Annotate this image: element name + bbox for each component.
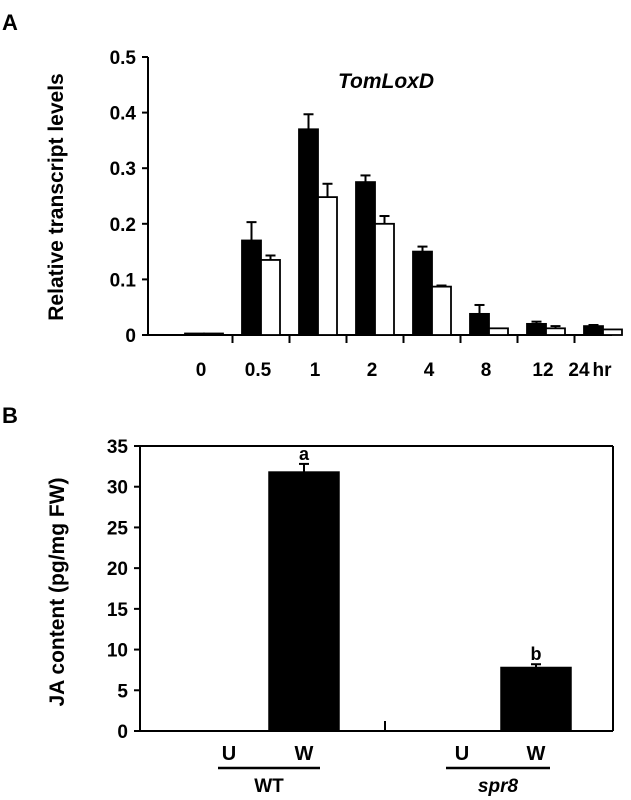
panel-b-group-label: WT bbox=[254, 776, 284, 797]
panel-a-y-axis-label: Relative transcript levels bbox=[45, 73, 68, 320]
panel-a-bar bbox=[317, 196, 338, 336]
panel-b-bar bbox=[268, 471, 340, 732]
panel-a-x-tick-label: 0 bbox=[196, 360, 207, 381]
panel-a-bar bbox=[469, 312, 490, 336]
panel-a-title: TomLoxD bbox=[338, 70, 434, 93]
panel-a-bar bbox=[241, 239, 262, 336]
panel-b: B JA content (pg/mg FW) 0 5 10 15 20 25 30 35 a… bbox=[2, 403, 614, 797]
panel-a-y-tick-label: 0 bbox=[125, 326, 136, 347]
panel-a-x-tick-label: 8 bbox=[481, 360, 492, 381]
panel-a-bar bbox=[526, 322, 547, 336]
panel-b-y-tick-label: 0 bbox=[117, 722, 128, 743]
panel-a-bar bbox=[488, 327, 509, 336]
panel-b-significance-label: b bbox=[531, 644, 542, 664]
panel-a: A TomLoxD Relative transcript levels 0 0.… bbox=[2, 10, 623, 381]
panel-a-label: A bbox=[2, 10, 18, 35]
panel-b-y-tick-label: 25 bbox=[107, 518, 129, 539]
panel-b-y-tick-label: 20 bbox=[107, 559, 128, 580]
panel-a-y-tick-label: 0.3 bbox=[110, 159, 136, 180]
panel-b-y-tick-label: 15 bbox=[107, 600, 129, 621]
panel-b-x-tick-label: U bbox=[455, 743, 469, 765]
panel-b-x-tick-label: U bbox=[222, 743, 236, 765]
panel-b-y-axis-label: JA content (pg/mg FW) bbox=[46, 477, 69, 706]
panel-a-y-tick-label: 0.2 bbox=[110, 215, 136, 236]
panel-a-x-unit-label: hr bbox=[593, 360, 613, 381]
panel-a-bar bbox=[545, 327, 566, 336]
panel-a-x-tick-label: 0.5 bbox=[245, 360, 272, 381]
panel-b-label: B bbox=[2, 403, 18, 428]
panel-a-bar bbox=[583, 325, 604, 336]
panel-a-bar bbox=[374, 222, 395, 336]
panel-b-significance-label: a bbox=[299, 444, 310, 464]
panel-b-x-tick-label: W bbox=[527, 743, 546, 765]
panel-b-bar bbox=[500, 666, 572, 732]
panel-a-y-tick-label: 0.4 bbox=[110, 104, 137, 125]
panel-a-bar bbox=[412, 250, 433, 336]
panel-a-bar bbox=[298, 128, 319, 336]
panel-a-bar bbox=[260, 259, 281, 336]
panel-b-y-tick-label: 5 bbox=[117, 681, 128, 702]
panel-b-group-label: spr8 bbox=[478, 776, 519, 797]
panel-a-y-tick-label: 0.5 bbox=[110, 48, 137, 69]
panel-a-bar bbox=[355, 181, 376, 336]
panel-a-x-tick-label: 1 bbox=[310, 360, 321, 381]
panel-a-x-tick-label: 24 bbox=[568, 360, 590, 381]
panel-a-bar bbox=[184, 332, 205, 336]
panel-a-x-tick-label: 4 bbox=[424, 360, 435, 381]
panel-b-y-tick-label: 10 bbox=[107, 641, 128, 662]
panel-a-y-tick-label: 0.1 bbox=[110, 270, 137, 291]
panel-b-y-tick-label: 30 bbox=[107, 478, 128, 499]
panel-a-x-tick-label: 12 bbox=[532, 360, 553, 381]
panel-b-y-tick-label: 35 bbox=[107, 437, 129, 458]
panel-a-x-tick-label: 2 bbox=[367, 360, 378, 381]
panel-a-bar bbox=[602, 328, 623, 336]
panel-a-bar bbox=[203, 332, 224, 336]
panel-a-bar bbox=[431, 285, 452, 336]
panel-b-x-tick-label: W bbox=[295, 743, 314, 765]
